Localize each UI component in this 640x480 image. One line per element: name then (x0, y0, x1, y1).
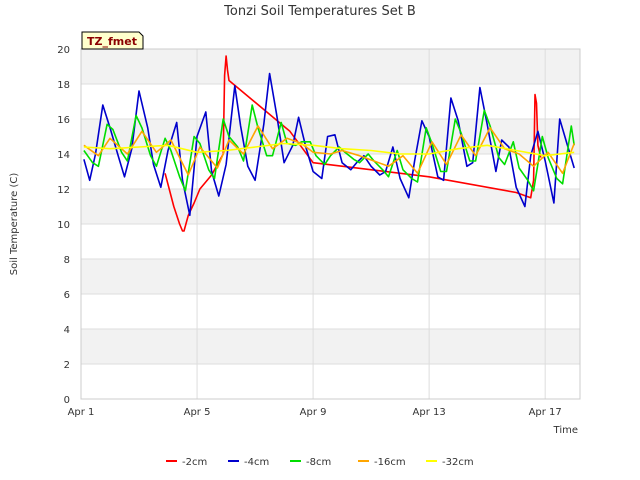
y-tick-label: 4 (64, 325, 70, 336)
plot-band (81, 259, 580, 294)
axes (80, 48, 581, 400)
y-tick-label: 16 (57, 115, 70, 126)
legend-item: -32cm (426, 457, 474, 468)
legend-label: -4cm (244, 457, 269, 468)
legend-label: -16cm (374, 457, 406, 468)
y-tick-labels: 0 2 4 6 8 10 12 14 16 18 20 (57, 45, 70, 406)
y-tick-label: 12 (57, 185, 70, 196)
y-tick-label: 2 (64, 360, 70, 371)
y-axis-label: Soil Temperature (C) (9, 173, 20, 276)
series-group (83, 55, 575, 232)
legend-label: -2cm (182, 457, 207, 468)
x-tick-label: Apr 13 (413, 407, 446, 418)
x-tick-label: Apr 9 (300, 407, 327, 418)
x-tick-label: Apr 1 (68, 407, 95, 418)
plot-band (81, 329, 580, 364)
y-tick-label: 20 (57, 45, 70, 56)
series-line-32cm (83, 142, 575, 157)
series-line-4cm (83, 72, 575, 217)
station-badge-box (81, 31, 144, 50)
x-axis-label: Time (553, 425, 578, 436)
legend-label: -32cm (442, 457, 474, 468)
y-tick-label: 8 (64, 255, 70, 266)
y-tick-label: 6 (64, 290, 70, 301)
chart-title: Tonzi Soil Temperatures Set B (223, 4, 416, 19)
x-tick-labels: Apr 1 Apr 5 Apr 9 Apr 13 Apr 17 (68, 407, 562, 418)
legend-item: -2cm (166, 457, 207, 468)
y-tick-label: 10 (57, 220, 70, 231)
station-badge: TZ_fmet (81, 31, 144, 50)
legend-item: -16cm (358, 457, 406, 468)
series-line-16cm (83, 125, 575, 176)
legend: -2cm -4cm -8cm -16cm -32cm (166, 457, 474, 468)
legend-item: -4cm (228, 457, 269, 468)
plot-frame (80, 48, 581, 400)
x-tick-label: Apr 5 (184, 407, 211, 418)
y-tick-label: 0 (64, 395, 70, 406)
plot-band (81, 189, 580, 224)
x-tick-label: Apr 17 (529, 407, 562, 418)
legend-label: -8cm (306, 457, 331, 468)
plot-band (81, 49, 580, 84)
y-tick-label: 18 (57, 80, 70, 91)
y-tick-label: 14 (57, 150, 70, 161)
station-badge-label: TZ_fmet (87, 35, 137, 48)
legend-item: -8cm (290, 457, 331, 468)
